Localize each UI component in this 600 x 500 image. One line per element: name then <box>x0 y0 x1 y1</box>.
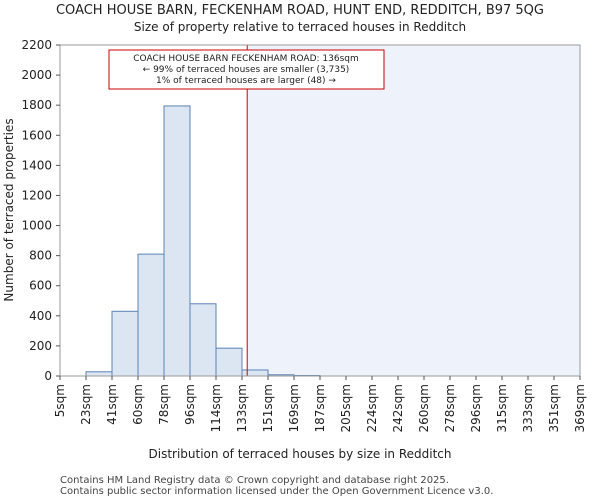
y-axis-ticks: 0 200 400 600 800 1000 1200 1400 1600 1800 2000 220… <box>21 38 60 383</box>
x-tick-label-205sqm: 205sqm <box>339 384 353 432</box>
x-tick-label-41sqm: 41sqm <box>105 384 119 425</box>
y-tick-label-1000: 1000 <box>21 219 52 233</box>
x-tick-label-224sqm: 224sqm <box>365 384 379 432</box>
x-tick-label-60sqm: 60sqm <box>131 384 145 425</box>
x-tick-label-114sqm: 114sqm <box>209 384 223 432</box>
annotation-line-2: ← 99% of terraced houses are smaller (3,… <box>143 65 350 75</box>
x-tick-label-23sqm: 23sqm <box>79 384 93 425</box>
y-tick-label-200: 200 <box>29 339 52 353</box>
y-tick-label-1400: 1400 <box>21 158 52 172</box>
bar-133sqm <box>241 369 269 377</box>
x-tick-label-133sqm: 133sqm <box>235 384 249 432</box>
y-tick-label-2000: 2000 <box>21 68 52 82</box>
x-tick-label-351sqm: 351sqm <box>547 384 561 432</box>
x-tick-label-151sqm: 151sqm <box>261 384 275 432</box>
footer-line-2: Contains public sector information licen… <box>60 486 493 497</box>
chart-subtitle: Size of property relative to terraced ho… <box>134 20 466 34</box>
x-axis-label: Distribution of terraced houses by size … <box>149 447 452 461</box>
x-tick-label-260sqm: 260sqm <box>417 384 431 432</box>
y-tick-label-800: 800 <box>29 249 52 263</box>
y-tick-label-1600: 1600 <box>21 128 52 142</box>
x-tick-label-296sqm: 296sqm <box>469 384 483 432</box>
x-tick-label-369sqm: 369sqm <box>573 384 587 432</box>
bars <box>85 105 321 377</box>
bar-60sqm <box>137 253 165 377</box>
footer-line-1: Contains HM Land Registry data © Crown c… <box>60 475 449 486</box>
bar-96sqm <box>189 303 217 377</box>
y-axis-label: Number of terraced properties <box>2 118 16 301</box>
x-tick-label-5sqm: 5sqm <box>53 384 67 417</box>
annotation-box-border <box>108 49 385 90</box>
annotation-line-1: COACH HOUSE BARN FECKENHAM ROAD: 136sqm <box>133 54 359 64</box>
bar-78sqm <box>163 105 191 377</box>
y-tick-label-1200: 1200 <box>21 188 52 202</box>
bar-114sqm <box>215 347 243 377</box>
x-tick-label-242sqm: 242sqm <box>391 384 405 432</box>
x-tick-label-333sqm: 333sqm <box>521 384 535 432</box>
y-tick-label-0: 0 <box>44 369 52 383</box>
chart-title: COACH HOUSE BARN, FECKENHAM ROAD, HUNT E… <box>56 3 544 18</box>
x-tick-label-96sqm: 96sqm <box>183 384 197 425</box>
bar-23sqm <box>85 371 113 377</box>
annotation-line-3: 1% of terraced houses are larger (48) → <box>156 76 336 86</box>
y-tick-label-2200: 2200 <box>21 38 52 52</box>
x-tick-label-187sqm: 187sqm <box>313 384 327 432</box>
x-tick-label-315sqm: 315sqm <box>495 384 509 432</box>
x-tick-label-278sqm: 278sqm <box>443 384 457 432</box>
annotation-box: COACH HOUSE BARN FECKENHAM ROAD: 136sqm … <box>108 49 385 90</box>
bar-41sqm <box>111 310 139 377</box>
y-tick-label-600: 600 <box>29 279 52 293</box>
x-tick-label-169sqm: 169sqm <box>287 384 301 432</box>
x-tick-label-78sqm: 78sqm <box>157 384 171 425</box>
y-tick-label-1800: 1800 <box>21 98 52 112</box>
x-axis-ticks: 5sqm 23sqm 41sqm 60sqm 78sqm 96sqm 114sqm 133sq… <box>53 376 587 432</box>
larger-region-highlight <box>247 45 580 376</box>
y-tick-label-400: 400 <box>29 309 52 323</box>
